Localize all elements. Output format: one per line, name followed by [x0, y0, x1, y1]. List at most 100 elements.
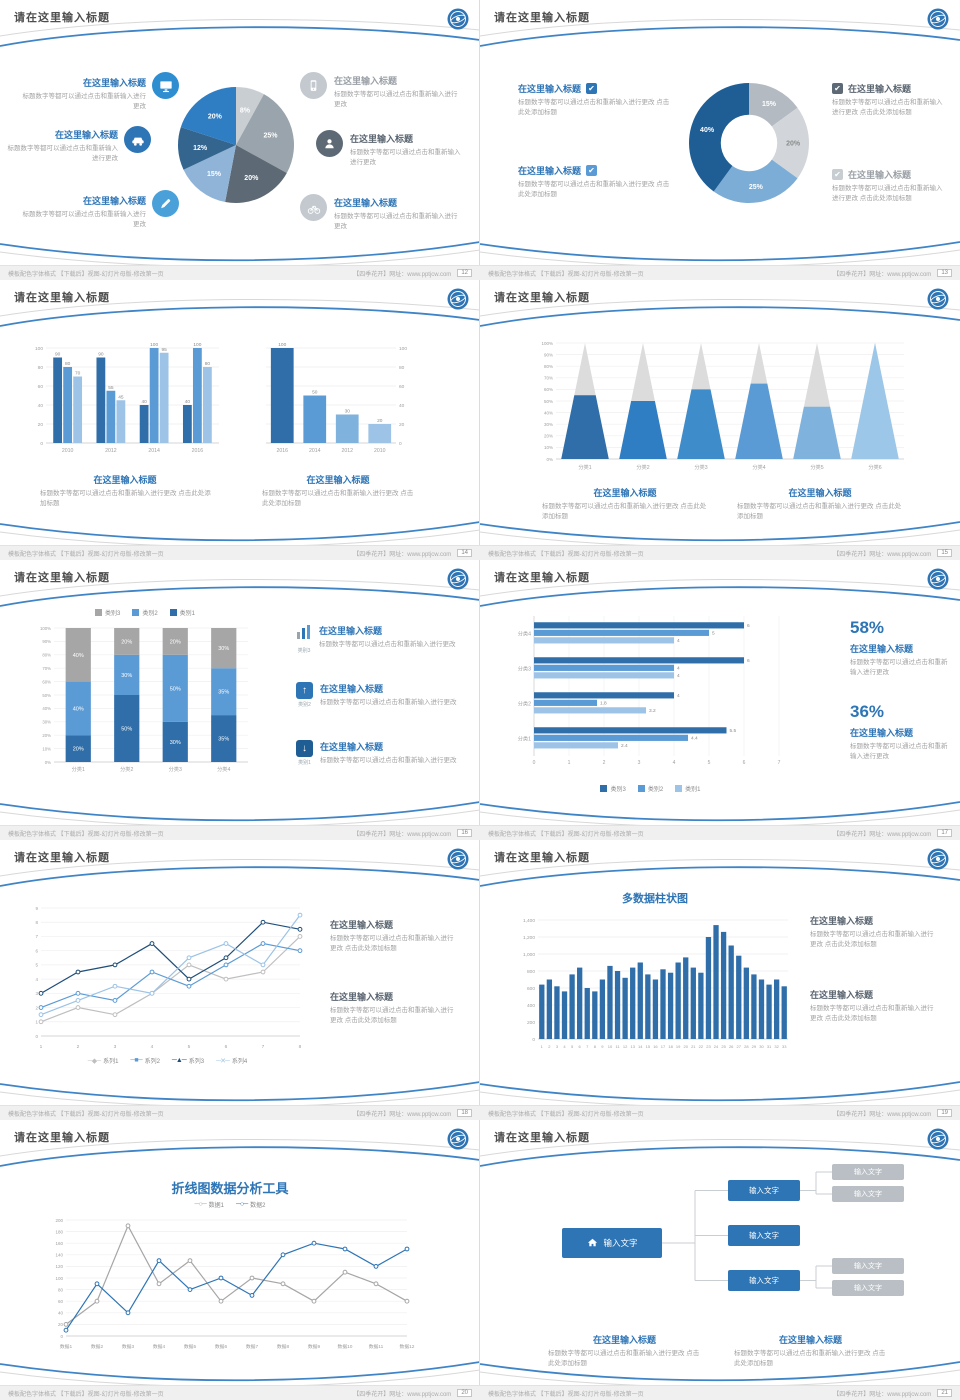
svg-text:12: 12	[623, 1044, 628, 1049]
slide-title: 请在这里输入标题	[14, 572, 110, 584]
stat-value: 58%	[850, 618, 885, 637]
page-number: 16	[457, 829, 472, 837]
svg-text:20%: 20%	[544, 434, 553, 439]
section-block: 在这里输入标题 标题数字等都可以通过点击和重新输入进行更改 点击此处添加标题	[330, 990, 458, 1026]
slide-title: 请在这里输入标题	[14, 1132, 110, 1144]
svg-text:25: 25	[721, 1044, 726, 1049]
svg-text:55: 55	[108, 385, 114, 391]
svg-text:1: 1	[35, 1020, 38, 1025]
page-number: 15	[937, 549, 952, 557]
svg-text:11: 11	[615, 1044, 620, 1049]
item-title: 在这里输入标题	[306, 475, 370, 485]
svg-text:80: 80	[58, 1287, 64, 1292]
footer-site: 【四季花开】网址：www.pptjcw.com	[353, 831, 452, 838]
svg-text:32: 32	[774, 1044, 779, 1049]
svg-text:分类1: 分类1	[518, 735, 531, 743]
footer-site: 【四季花开】网址：www.pptjcw.com	[353, 1391, 452, 1398]
svg-text:2: 2	[548, 1044, 551, 1049]
university-logo-icon	[447, 848, 469, 870]
icon-caption: 类别1	[298, 760, 311, 766]
svg-text:28: 28	[744, 1044, 749, 1049]
svg-text:6: 6	[747, 623, 750, 629]
footer-site: 【四季花开】网址：www.pptjcw.com	[353, 271, 452, 278]
section-block: 在这里输入标题 标题数字等都可以通过点击和重新输入进行更改 点击此处添加标题	[810, 988, 938, 1024]
up-arrow-icon: ↑	[296, 682, 313, 699]
legend-label: 系列1	[103, 1059, 119, 1065]
svg-text:2: 2	[603, 760, 606, 766]
svg-text:80: 80	[65, 361, 71, 367]
diagram-node: 输入文字	[728, 1270, 800, 1291]
footer-site: 【四季花开】网址：www.pptjcw.com	[833, 831, 932, 838]
slide-21: 请在这里输入标题 输入文字 输入文字 输入文字 输入文字 输入文字 输入文字 输…	[479, 1119, 960, 1400]
legend-label: 类别2	[647, 787, 664, 793]
svg-text:19: 19	[676, 1044, 681, 1049]
svg-text:40: 40	[399, 403, 405, 409]
svg-text:100: 100	[399, 346, 407, 352]
svg-text:分类1: 分类1	[72, 765, 85, 773]
svg-text:8%: 8%	[240, 108, 251, 115]
svg-text:50%: 50%	[121, 727, 132, 733]
svg-text:21: 21	[691, 1044, 696, 1049]
footer-site: 【四季花开】网址：www.pptjcw.com	[833, 271, 932, 278]
item-body: 标题数字等都可以通过点击和重新输入进行更改 点击此处添加标题	[548, 1350, 700, 1368]
svg-text:20%: 20%	[73, 747, 84, 753]
footer-note: 模板配色字体格式 【下载后】视图-幻灯片母版-修改第一页	[8, 1111, 164, 1118]
svg-text:2.4: 2.4	[621, 743, 628, 749]
item-title: 在这里输入标题	[82, 78, 146, 88]
svg-text:35%: 35%	[218, 690, 229, 696]
svg-text:4.4: 4.4	[691, 736, 698, 742]
svg-text:3: 3	[114, 1044, 117, 1050]
item-title: 在这里输入标题	[518, 166, 582, 176]
svg-text:180: 180	[55, 1229, 63, 1234]
list-item: ↑ 类别2 在这里输入标题 标题数字等都可以通过点击和重新输入进行更改	[296, 682, 468, 708]
page-number: 21	[937, 1389, 952, 1397]
item-title: 在这里输入标题	[848, 84, 912, 94]
item-body: 标题数字等都可以通过点击和重新输入进行更改	[7, 145, 119, 163]
pyramid-chart: 0% 10% 20% 30% 40% 50% 60% 70% 80% 90% 100% 分类1 分类2 分…	[532, 335, 912, 473]
svg-text:2014: 2014	[309, 448, 321, 454]
svg-text:20: 20	[399, 422, 405, 428]
svg-text:100: 100	[150, 342, 158, 348]
item-title: 在这里输入标题	[848, 170, 912, 180]
svg-text:30%: 30%	[170, 740, 181, 746]
item-title: 在这里输入标题	[54, 130, 118, 140]
svg-text:29: 29	[752, 1044, 757, 1049]
svg-text:2016: 2016	[192, 448, 204, 454]
chart-legend: ─○─ 数据1 ─○─ 数据2	[194, 1201, 266, 1209]
icon-caption: 类别3	[297, 648, 311, 654]
node-label: 输入文字	[749, 1231, 779, 1240]
stacked-bar-chart: 0% 10% 20% 30% 40% 50% 60% 70% 80% 90% 100% 分类1 20% 4…	[32, 622, 252, 774]
item-title: 在这里输入标题	[810, 916, 874, 926]
svg-text:18: 18	[668, 1044, 673, 1049]
svg-text:40: 40	[58, 1311, 64, 1316]
svg-text:120: 120	[55, 1264, 63, 1269]
svg-text:4: 4	[563, 1044, 566, 1049]
svg-text:分类3: 分类3	[169, 765, 182, 773]
footer-site: 【四季花开】网址：www.pptjcw.com	[833, 1111, 932, 1118]
svg-text:50%: 50%	[170, 686, 181, 692]
grouped-bar-chart: 0 20 40 60 80 100 2010 2012 2014 2016 90 90 40 40 80 55…	[28, 338, 223, 456]
slide-footer: 模板配色字体格式 【下载后】视图-幻灯片母版-修改第一页 【四季花开】网址：ww…	[0, 825, 480, 840]
line-chart: 0 20 40 60 80 100 120 140 160 180 200 数据1 数据2 数据3 数据4 数…	[42, 1212, 417, 1352]
footer-note: 模板配色字体格式 【下载后】视图-幻灯片母版-修改第一页	[488, 271, 644, 278]
svg-text:数据10: 数据10	[338, 1343, 353, 1350]
svg-text:9: 9	[601, 1044, 604, 1049]
item-body: 标题数字等都可以通过点击和重新输入进行更改	[319, 641, 456, 648]
svg-text:10%: 10%	[544, 445, 553, 450]
item-body: 标题数字等都可以通过点击和重新输入进行更改 点击此处添加标题	[542, 503, 707, 521]
svg-text:1: 1	[40, 1044, 43, 1050]
horizontal-bar-chart: 0 1 2 3 4 5 6 7 分类1 5.5 4.4 2.4 分类2 4 1.8 3.2 分类3 6 4 4 分类4 6…	[508, 612, 793, 780]
svg-text:7: 7	[778, 760, 781, 766]
svg-text:17: 17	[661, 1044, 666, 1049]
slide-footer: 模板配色字体格式 【下载后】视图-幻灯片母版-修改第一页 【四季花开】网址：ww…	[480, 825, 960, 840]
svg-text:1,400: 1,400	[523, 918, 535, 924]
svg-text:16: 16	[653, 1044, 658, 1049]
svg-text:100%: 100%	[40, 626, 51, 631]
svg-text:95: 95	[161, 347, 167, 353]
slide-footer: 模板配色字体格式 【下载后】视图-幻灯片母版-修改第一页 【四季花开】网址：ww…	[0, 265, 480, 280]
item-body: 标题数字等都可以通过点击和重新输入进行更改	[334, 91, 458, 109]
svg-text:数据3: 数据3	[122, 1343, 135, 1350]
svg-text:15: 15	[646, 1044, 651, 1049]
